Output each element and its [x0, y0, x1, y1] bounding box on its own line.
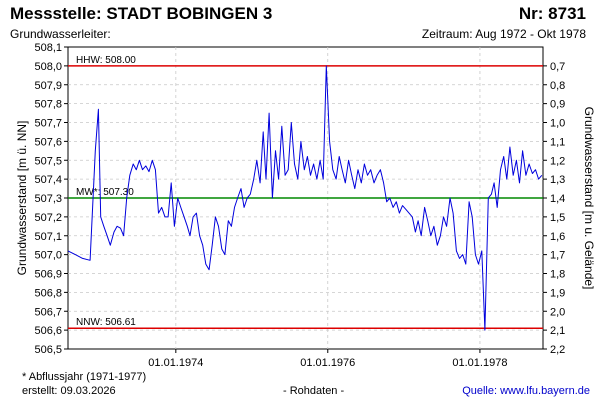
y-tick-label: 506,7 [34, 306, 62, 318]
reference-label: MW*: 507.30 [76, 187, 134, 198]
period-label: Zeitraum: Aug 1972 - Okt 1978 [421, 27, 586, 41]
source-credit: Quelle: www.lfu.bayern.de [462, 385, 590, 397]
y-right-tick-label: 1,9 [550, 287, 565, 299]
y-tick-label: 507,2 [34, 212, 62, 224]
y-tick-label: 506,8 [34, 287, 62, 299]
y-right-tick-label: 2,2 [550, 344, 565, 356]
y-right-tick-label: 1,7 [550, 250, 565, 262]
y-right-tick-label: 1,8 [550, 269, 565, 281]
y-tick-label: 508,0 [34, 61, 62, 73]
hydrological-year-note: * Abflussjahr (1971-1977) [22, 371, 147, 383]
y-tick-label: 507,0 [34, 250, 62, 262]
y-right-tick-label: 1,6 [550, 231, 565, 243]
source-label: Quelle: [462, 385, 498, 397]
y-tick-label: 507,8 [34, 99, 62, 111]
y-tick-label: 506,9 [34, 269, 62, 281]
source-link[interactable]: www.lfu.bayern.de [500, 385, 590, 397]
y-tick-label: 507,1 [34, 231, 62, 243]
y-axis-title: Grundwasserstand [m ü. NN] [15, 121, 29, 276]
y-tick-label: 506,5 [34, 344, 62, 356]
station-title: Messstelle: STADT BOBINGEN 3 [10, 4, 273, 23]
y-tick-label: 507,9 [34, 80, 62, 92]
station-number: Nr: 8731 [518, 4, 586, 23]
y-tick-label: 507,6 [34, 136, 62, 148]
y-tick-label: 508,1 [34, 42, 62, 54]
reference-label: NNW: 506.61 [76, 317, 136, 328]
groundwater-level-line [67, 65, 543, 331]
y-right-tick-label: 2,0 [550, 306, 565, 318]
y-right-tick-label: 0,8 [550, 80, 565, 92]
y-right-tick-label: 0,7 [550, 61, 565, 73]
rawdata-label: - Rohdaten - [283, 385, 345, 397]
y-right-tick-label: 1,0 [550, 118, 565, 130]
created-date: erstellt: 09.03.2026 [22, 385, 116, 397]
x-tick-label: 01.01.1978 [452, 357, 507, 369]
y-tick-label: 507,7 [34, 118, 62, 130]
y-right-tick-label: 1,5 [550, 212, 565, 224]
x-tick-label: 01.01.1976 [300, 357, 355, 369]
y-right-tick-label: 2,1 [550, 325, 565, 337]
y-tick-label: 507,3 [34, 193, 62, 205]
y-right-tick-label: 1,2 [550, 155, 565, 167]
y-right-tick-label: 1,3 [550, 174, 565, 186]
y-right-tick-label: 0,9 [550, 99, 565, 111]
reference-label: HHW: 508.00 [76, 55, 136, 66]
y-right-tick-label: 1,4 [550, 193, 565, 205]
y-tick-label: 506,6 [34, 325, 62, 337]
y-tick-label: 507,5 [34, 155, 62, 167]
y-right-axis-title: Grundwasserstand [m u. Gelände] [582, 107, 596, 290]
x-tick-label: 01.01.1974 [148, 357, 203, 369]
y-right-tick-label: 1,1 [550, 136, 565, 148]
aquifer-label: Grundwasserleiter: [10, 27, 111, 41]
y-tick-label: 507,4 [34, 174, 62, 186]
